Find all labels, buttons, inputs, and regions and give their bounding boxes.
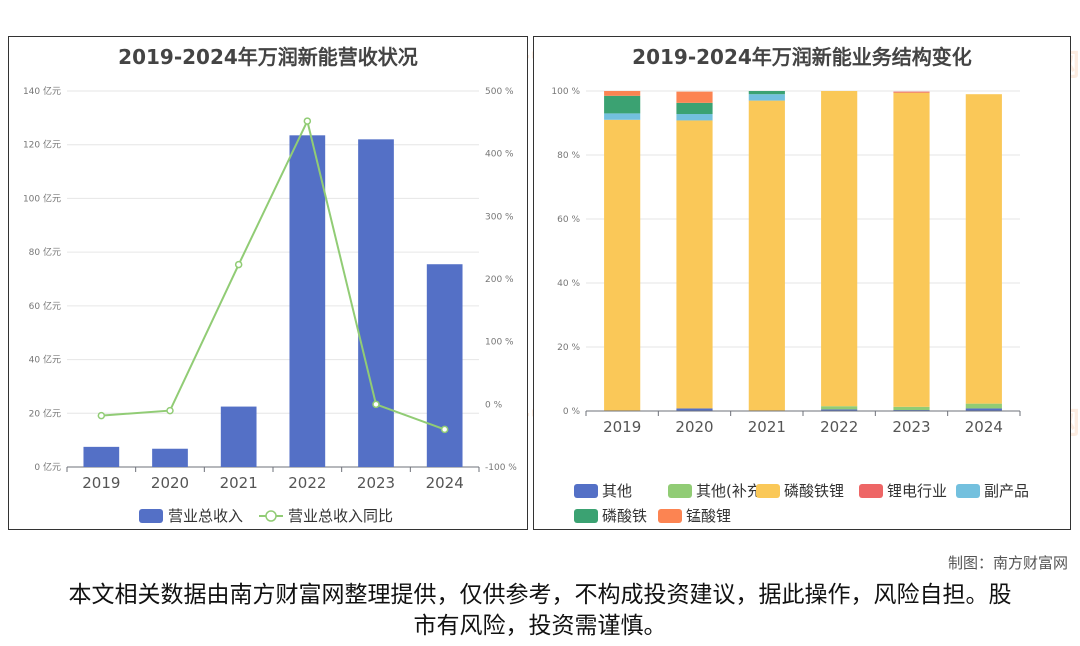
yoy-point: [372, 400, 380, 409]
legend-swatch: [574, 484, 598, 498]
y-left-tick-label: 60 亿元: [29, 300, 61, 312]
x-tick-label: 2020: [151, 474, 189, 492]
legend-swatch: [574, 509, 598, 523]
y-right-tick-label: 0 %: [485, 400, 503, 410]
yoy-line: [101, 118, 446, 431]
x-tick-label: 2021: [220, 474, 258, 492]
revenue-chart-svg: 0 亿元 20 亿元 40 亿元 60 亿元 80 亿元 100 亿元 120 亿元 140 …: [23, 85, 517, 525]
stack-segment: [604, 113, 641, 120]
structure-chart-title: 2019-2024年万润新能业务结构变化: [632, 45, 972, 69]
y-left-tick-label: 20 亿元: [29, 407, 61, 419]
stack-segment: [965, 94, 1002, 404]
stack-segment: [821, 409, 858, 411]
y-left-tick-label: 80 亿元: [29, 246, 61, 258]
x-tick-label: 2022: [820, 418, 858, 436]
revenue-bar: [289, 135, 326, 468]
revenue-bar: [358, 139, 394, 467]
x-tick-label: 2024: [965, 418, 1003, 436]
stack-segment: [965, 408, 1002, 411]
yoy-point: [303, 117, 312, 125]
stack-segment: [821, 406, 858, 410]
revenue-chart-title: 2019-2024年万润新能营收状况: [118, 45, 418, 69]
yoy-point: [97, 411, 106, 420]
legend-label: 其他(补充): [696, 482, 768, 500]
revenue-bar: [152, 448, 188, 467]
x-tick-label: 2020: [675, 418, 713, 436]
disclaimer-text: 本文相关数据由南方财富网整理提供，仅供参考，不构成投资建议，据此操作，风险自担。…: [68, 582, 1012, 639]
stack-segment: [893, 91, 930, 93]
x-tick-label: 2021: [748, 418, 786, 436]
y-right-tick-label: 200 %: [485, 275, 514, 285]
y-tick-label: 80 %: [557, 151, 580, 161]
stack-segment: [965, 403, 1002, 409]
chart-credit: 制图：南方财富网: [947, 554, 1068, 572]
legend-swatch: [859, 484, 883, 498]
legend-swatch: [956, 484, 980, 498]
legend-line-marker: [265, 510, 277, 522]
revenue-bar: [426, 264, 463, 467]
y-right-tick-label: 400 %: [485, 150, 514, 160]
stack-segment: [676, 114, 713, 121]
x-tick-label: 2023: [892, 418, 930, 436]
legend-swatch: [658, 509, 682, 523]
stack-segment: [676, 91, 713, 103]
structure-chart-svg: 0 % 20 % 40 % 60 % 80 % 100 % 2019 2020 2021 2022…: [551, 87, 1029, 525]
yoy-point: [234, 260, 243, 269]
y-right-tick-label: 300 %: [485, 212, 514, 222]
yoy-point: [166, 406, 174, 415]
structure-chart-panel: 2019-2024年万润新能业务结构变化 0 % 20 % 40 % 60 % 80 %…: [533, 36, 1071, 530]
y-tick-label: 40 %: [557, 279, 580, 289]
legend-label: 其他: [602, 482, 632, 500]
stack-segment: [748, 100, 785, 411]
x-tick-label: 2019: [603, 418, 641, 436]
y-left-tick-label: 100 亿元: [23, 192, 61, 204]
legend-swatch: [756, 484, 780, 498]
stack-segment: [604, 95, 641, 114]
x-tick-label: 2023: [357, 474, 395, 492]
legend-label: 锂电行业: [887, 482, 947, 500]
x-tick-label: 2024: [426, 474, 464, 492]
revenue-chart-panel: 2019-2024年万润新能营收状况 0 亿元 20 亿元 40 亿元 60 亿元 80…: [8, 36, 528, 530]
stack-segment: [748, 94, 785, 101]
y-right-tick-label: 100 %: [485, 338, 514, 348]
y-left-tick-label: 40 亿元: [29, 354, 61, 366]
revenue-bar: [220, 406, 257, 467]
stack-segment: [748, 91, 785, 95]
legend-line-label: 营业总收入同比: [288, 507, 393, 525]
y-tick-label: 20 %: [557, 343, 580, 353]
legend-swatch: [668, 484, 692, 498]
y-left-tick-label: 140 亿元: [23, 85, 61, 97]
legend-label: 磷酸铁锂: [784, 482, 844, 500]
legend-label: 副产品: [984, 482, 1029, 500]
legend-bar-swatch: [139, 509, 163, 523]
legend-label: 锰酸锂: [686, 507, 731, 525]
x-tick-label: 2022: [288, 474, 326, 492]
y-right-tick-label: 500 %: [485, 87, 514, 97]
yoy-point: [440, 425, 449, 434]
revenue-bar: [83, 446, 120, 467]
y-left-tick-label: 0 亿元: [34, 461, 61, 473]
stack-segment: [821, 91, 858, 407]
stack-segment: [604, 119, 641, 412]
y-tick-label: 100 %: [551, 87, 580, 97]
stack-segment: [604, 91, 641, 96]
stack-segment: [893, 406, 930, 411]
legend-label: 磷酸铁: [602, 507, 647, 525]
stack-segment: [676, 102, 713, 115]
y-right-tick-label: -100 %: [485, 463, 517, 473]
legend-bar-label: 营业总收入: [168, 507, 243, 525]
y-tick-label: 0 %: [563, 407, 581, 417]
y-tick-label: 60 %: [557, 215, 580, 225]
y-left-tick-label: 120 亿元: [23, 139, 61, 151]
stack-segment: [676, 120, 713, 409]
x-tick-label: 2019: [82, 474, 120, 492]
stack-segment: [893, 92, 930, 407]
stack-segment: [676, 408, 713, 411]
